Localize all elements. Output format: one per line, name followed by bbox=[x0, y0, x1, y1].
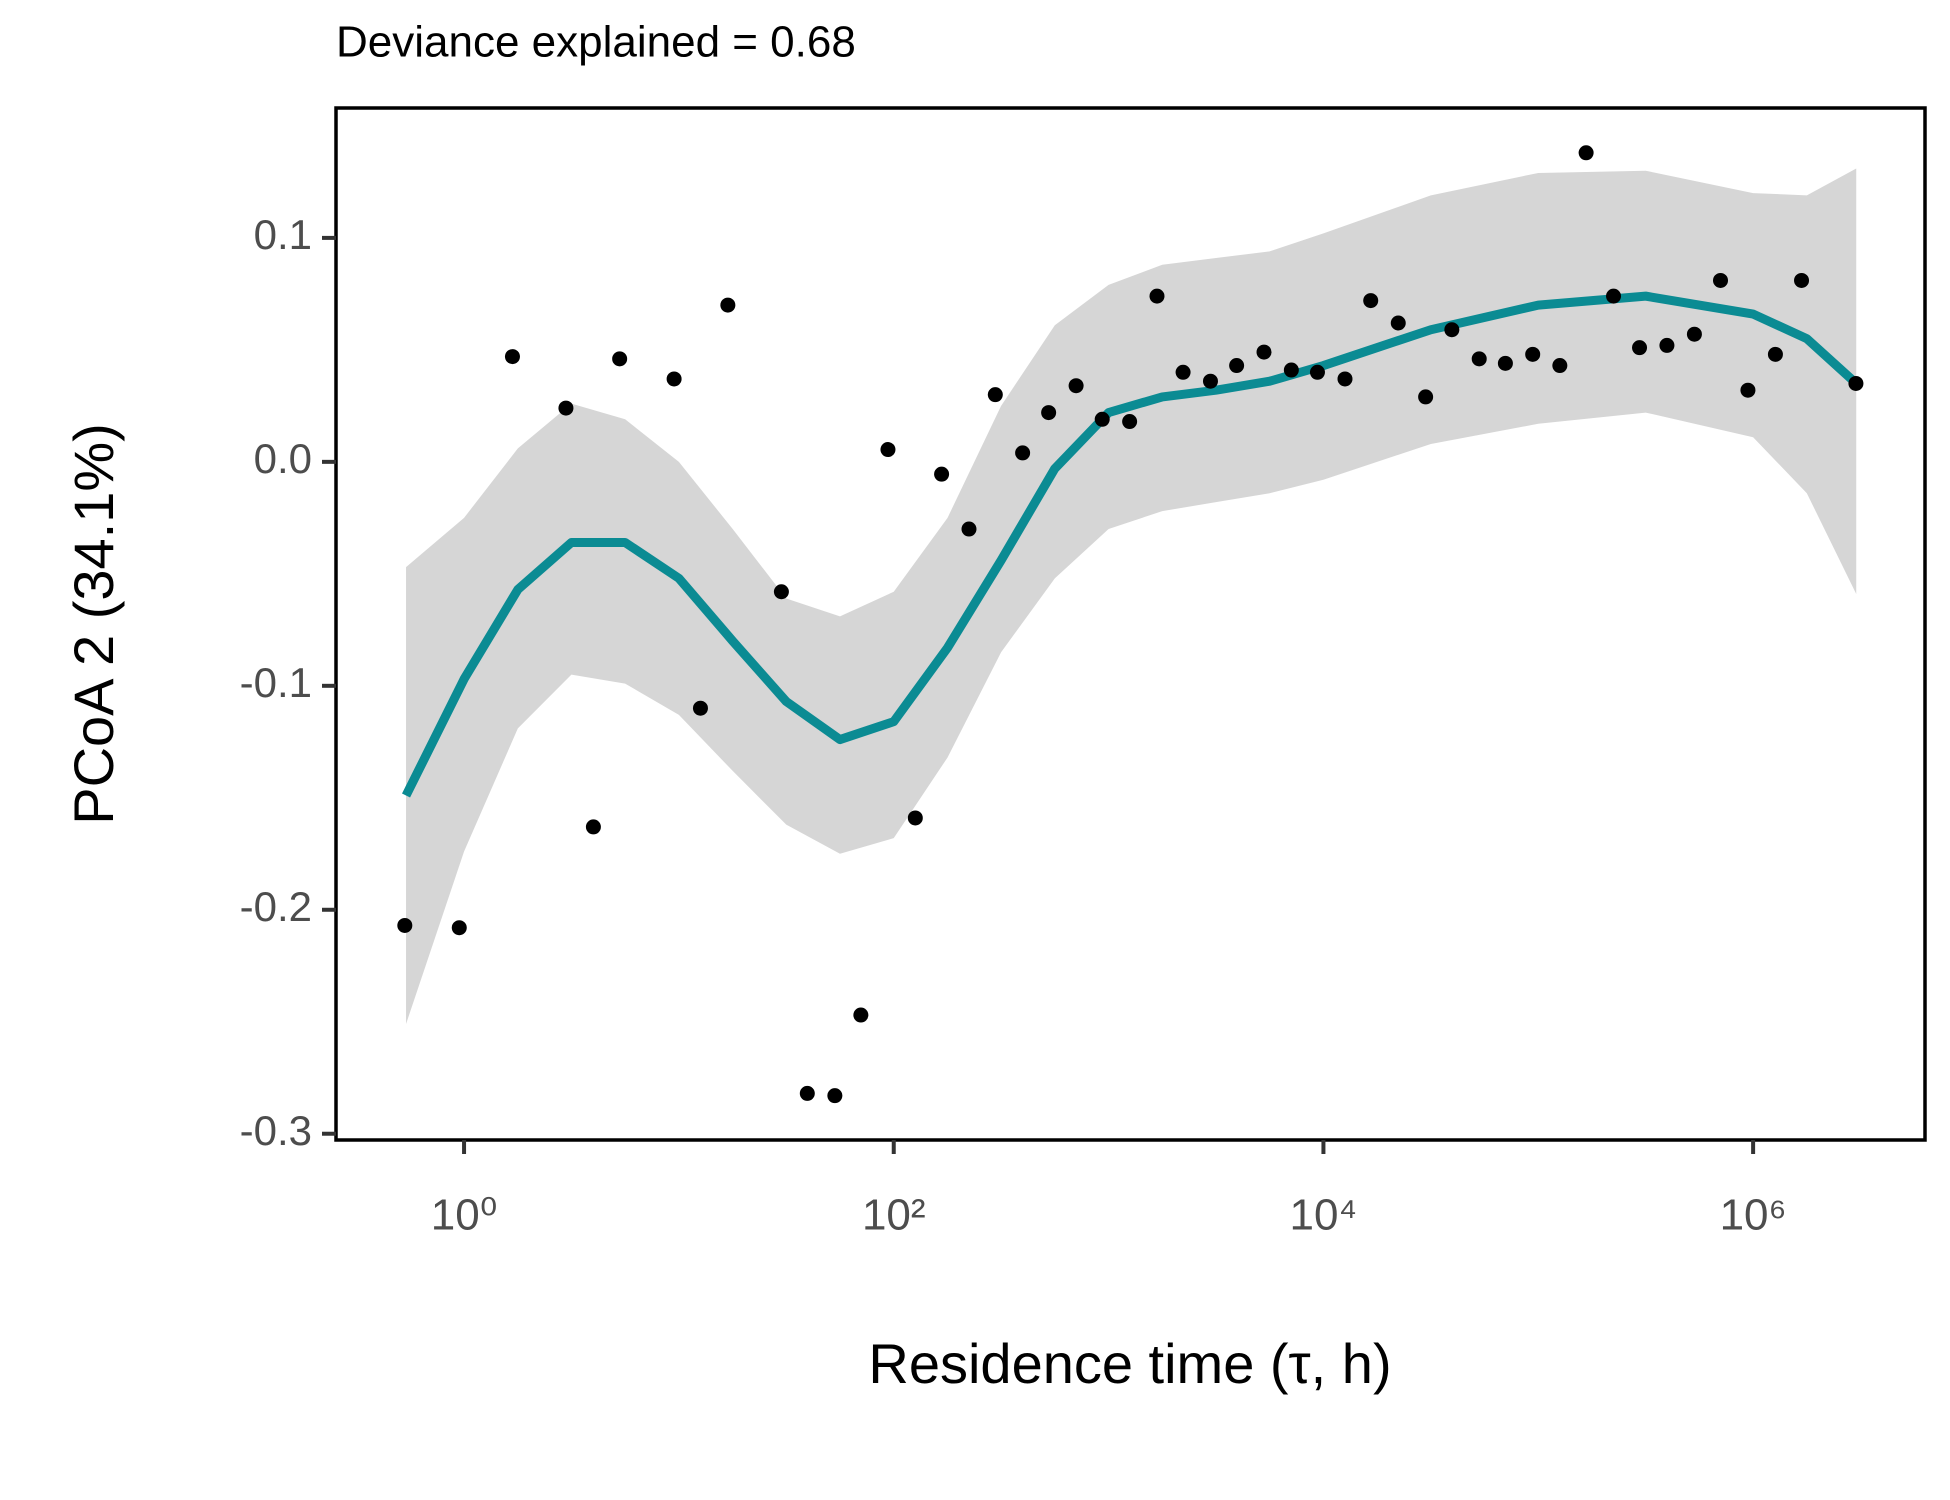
point bbox=[799, 1085, 815, 1101]
fit-line bbox=[402, 291, 1860, 798]
y-tick-label: -0.3 bbox=[240, 1107, 312, 1154]
point bbox=[720, 297, 736, 313]
point bbox=[1497, 355, 1513, 371]
point bbox=[827, 1088, 843, 1104]
point bbox=[1552, 358, 1568, 374]
point bbox=[907, 810, 923, 826]
point bbox=[1444, 322, 1460, 338]
point bbox=[961, 521, 977, 537]
point bbox=[1578, 145, 1594, 161]
point bbox=[934, 466, 950, 482]
y-tick-label: -0.2 bbox=[240, 883, 312, 930]
point bbox=[1418, 389, 1434, 405]
point bbox=[1283, 362, 1299, 378]
point bbox=[1794, 272, 1810, 288]
x-axis-title: Residence time (τ, h) bbox=[868, 1332, 1391, 1395]
x-tick-label: 10⁰ bbox=[431, 1191, 498, 1240]
point bbox=[1256, 344, 1272, 360]
point bbox=[1525, 346, 1541, 362]
point bbox=[1767, 346, 1783, 362]
x-tick-label: 10⁴ bbox=[1289, 1191, 1357, 1240]
point bbox=[1390, 315, 1406, 331]
point bbox=[1149, 288, 1165, 304]
point bbox=[612, 351, 628, 367]
point bbox=[1659, 337, 1675, 353]
point bbox=[1632, 340, 1648, 356]
point bbox=[692, 700, 708, 716]
x-tick-label: 10² bbox=[862, 1191, 926, 1240]
point bbox=[1202, 373, 1218, 389]
confidence-band bbox=[406, 168, 1857, 1024]
point bbox=[1122, 414, 1138, 430]
point bbox=[504, 349, 520, 365]
y-tick-label: 0.1 bbox=[254, 211, 312, 258]
plot-border bbox=[334, 106, 1927, 1142]
point bbox=[1686, 326, 1702, 342]
point bbox=[987, 387, 1003, 403]
chart-title: Deviance explained = 0.68 bbox=[336, 18, 856, 67]
point bbox=[1015, 445, 1031, 461]
point bbox=[1740, 382, 1756, 398]
point bbox=[880, 442, 896, 458]
point bbox=[853, 1007, 869, 1023]
point bbox=[1848, 375, 1864, 391]
point bbox=[1337, 371, 1353, 387]
point bbox=[1471, 351, 1487, 367]
point bbox=[1309, 364, 1325, 380]
point bbox=[397, 917, 413, 933]
y-axis-title: PCoA 2 (34.1%) bbox=[62, 423, 125, 825]
point bbox=[1606, 288, 1622, 304]
point bbox=[1175, 364, 1191, 380]
y-tick-label: 0.0 bbox=[254, 435, 312, 482]
point bbox=[1068, 378, 1084, 394]
point bbox=[558, 400, 574, 416]
point bbox=[585, 819, 601, 835]
point bbox=[1229, 358, 1245, 374]
point bbox=[1094, 411, 1110, 427]
point bbox=[1041, 405, 1057, 421]
x-tick-label: 10⁶ bbox=[1720, 1191, 1787, 1240]
point bbox=[1363, 293, 1379, 309]
point bbox=[451, 920, 467, 936]
point bbox=[773, 584, 789, 600]
y-tick-label: -0.1 bbox=[240, 659, 312, 706]
point bbox=[666, 371, 682, 387]
point bbox=[1713, 272, 1729, 288]
